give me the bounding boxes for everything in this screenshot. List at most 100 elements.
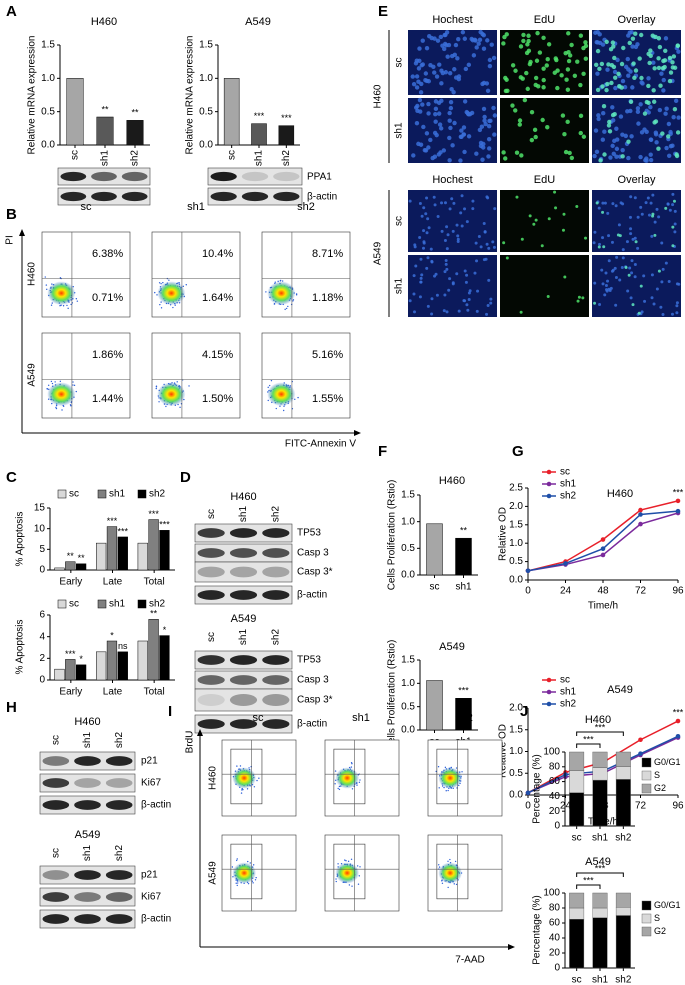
cell — [667, 279, 671, 283]
cell — [675, 301, 679, 305]
cell — [471, 207, 475, 211]
cell — [486, 136, 492, 142]
cell — [638, 32, 644, 38]
significance: *** — [281, 113, 292, 123]
cell — [514, 150, 520, 155]
cell — [607, 259, 611, 263]
cell — [653, 34, 658, 40]
cell — [446, 42, 452, 48]
cell — [592, 153, 597, 159]
bar-segment — [615, 751, 631, 768]
bar — [96, 116, 114, 146]
point — [638, 512, 643, 517]
cell — [637, 311, 641, 315]
x-tick-label: 96 — [672, 586, 684, 597]
x-tick-label: sc — [572, 833, 582, 844]
cell — [426, 145, 431, 150]
bar — [106, 526, 118, 571]
cell — [593, 128, 599, 133]
cell — [414, 74, 420, 79]
legend-label: S — [654, 913, 660, 923]
cell — [547, 217, 551, 221]
micrograph — [500, 255, 589, 317]
cell — [436, 152, 442, 157]
cell — [618, 114, 624, 119]
event — [46, 288, 48, 291]
cell — [483, 230, 487, 234]
cell — [493, 207, 497, 211]
blot-band — [241, 191, 269, 202]
cell — [448, 99, 454, 105]
bar-segment — [615, 907, 631, 916]
cell — [600, 268, 604, 272]
bar — [137, 542, 148, 571]
density — [47, 382, 76, 407]
cell — [448, 207, 452, 211]
cell — [435, 293, 439, 297]
cell — [646, 100, 651, 105]
y-axis-label: BrdU — [185, 731, 196, 754]
cell — [451, 282, 455, 286]
cell — [614, 276, 618, 280]
x-tick-label: 72 — [635, 801, 647, 812]
cell — [660, 65, 666, 71]
lane-label: sh2 — [114, 732, 125, 749]
cell — [664, 206, 668, 210]
cell — [606, 62, 611, 67]
cell — [524, 50, 530, 56]
significance: * — [79, 654, 83, 664]
flow-plot — [41, 231, 131, 318]
bar — [137, 640, 148, 681]
cell — [486, 304, 490, 308]
blot-band — [105, 892, 133, 902]
cell — [475, 309, 479, 313]
cell — [479, 245, 483, 249]
cell — [462, 299, 466, 303]
x-tick-label: Late — [103, 577, 123, 588]
cell — [480, 157, 485, 162]
cell — [578, 33, 584, 38]
bar-segment — [569, 907, 585, 920]
cell — [460, 30, 466, 35]
cell — [610, 40, 616, 45]
band-label: Casp 3 — [297, 675, 329, 686]
blot-band — [197, 655, 225, 665]
bar — [426, 523, 443, 576]
cell — [447, 110, 452, 116]
cell — [416, 79, 421, 84]
cell — [491, 240, 495, 244]
cell — [651, 214, 655, 218]
cell — [456, 234, 460, 238]
cell — [668, 143, 674, 149]
cell — [621, 45, 626, 51]
cell — [673, 209, 677, 213]
point — [600, 552, 606, 558]
cell — [420, 214, 424, 218]
cell — [661, 313, 665, 317]
y-tick-label: 1.5 — [401, 655, 415, 666]
blot-band — [229, 694, 258, 706]
group-label: sh2 — [297, 201, 315, 213]
cell — [462, 99, 468, 104]
event — [265, 291, 267, 293]
cell — [620, 265, 624, 269]
cell — [432, 195, 436, 199]
cell — [577, 295, 581, 299]
cell — [610, 105, 615, 110]
cell — [442, 46, 447, 52]
cell — [626, 289, 630, 293]
cell — [611, 64, 617, 70]
cell — [487, 278, 491, 282]
cell — [419, 276, 423, 280]
y-tick-label: 6 — [39, 610, 45, 621]
blot-title: A549 — [231, 613, 257, 625]
cell — [422, 241, 426, 245]
cell-line-label: A549 — [27, 363, 38, 387]
event — [155, 387, 157, 390]
legend-label: sh2 — [560, 491, 577, 502]
cell — [485, 312, 489, 316]
event — [350, 858, 353, 860]
cell — [418, 236, 422, 240]
cell — [671, 203, 675, 207]
point — [525, 568, 531, 574]
